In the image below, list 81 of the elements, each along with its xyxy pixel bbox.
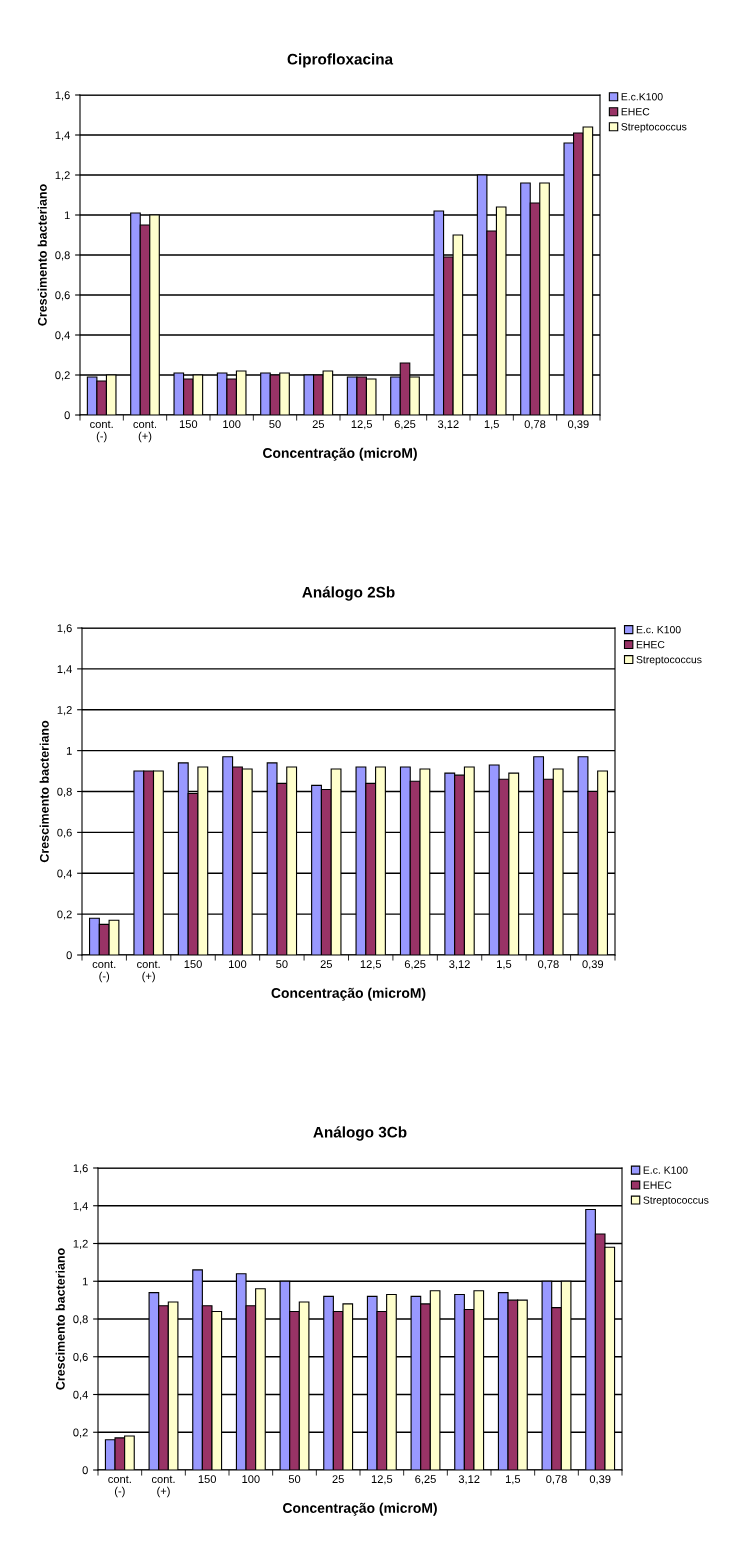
y-tick-label: 1: [82, 1277, 88, 1286]
x-tick-label: cont. (+): [137, 960, 160, 983]
x-tick-label: 100: [229, 960, 247, 969]
y-tick-label: 0,2: [73, 1428, 88, 1438]
y-tick-label: 1,6: [73, 1164, 88, 1174]
y-tick-label: 1,4: [55, 131, 70, 141]
y-tick-label: 0,2: [55, 371, 70, 381]
x-tick-label: 6,25: [415, 1475, 436, 1485]
y-tick-label: 0,6: [57, 828, 72, 838]
x-tick-label: 150: [184, 960, 202, 969]
y-tick-label: 0,8: [73, 1315, 88, 1325]
x-tick-label: 0,78: [538, 960, 559, 970]
x-axis-title: Concentração (microM): [263, 447, 417, 461]
x-tick-label: 0,39: [582, 960, 604, 970]
y-tick-label: 0: [82, 1466, 88, 1475]
x-tick-label: 0,78: [524, 420, 546, 430]
y-tick-label: 0,4: [57, 869, 72, 879]
chart-title: Ciprofloxacina: [287, 53, 394, 68]
y-tick-label: 0,4: [55, 331, 70, 341]
x-tick-label: 0,78: [546, 1475, 567, 1485]
x-tick-label: 0,39: [589, 1475, 611, 1485]
x-tick-label: 25: [332, 1475, 344, 1484]
y-tick-label: 0,8: [55, 251, 70, 261]
x-tick-label: cont. (-): [108, 1475, 131, 1498]
x-tick-label: 150: [198, 1475, 216, 1484]
x-tick-label: 50: [269, 420, 281, 429]
y-tick-label: 1,4: [57, 665, 72, 675]
y-axis-title: Crescimento bacteriano: [39, 720, 49, 863]
legend-label: Streptococcus: [636, 655, 702, 666]
legend-label: EHEC: [643, 1181, 672, 1189]
x-tick-label: 1,5: [505, 1475, 521, 1485]
legend-label: Streptococcus: [643, 1196, 709, 1206]
legend-label: Streptococcus: [621, 123, 687, 133]
legend-label: EHEC: [621, 108, 650, 116]
y-tick-label: 1,4: [73, 1202, 88, 1212]
x-tick-label: 25: [312, 420, 325, 429]
chart-title: Análogo 3Cb: [313, 1126, 407, 1141]
x-axis-title: Concentração (microM): [283, 1502, 437, 1516]
x-tick-label: 100: [242, 1475, 260, 1484]
x-tick-label: cont. (+): [133, 420, 157, 443]
x-tick-label: 3,12: [458, 1475, 480, 1485]
y-tick-label: 0: [66, 951, 72, 960]
y-tick-label: 0,8: [57, 787, 72, 797]
y-axis-title: Crescimento bacteriano: [37, 184, 47, 326]
y-tick-label: 0,4: [73, 1390, 88, 1400]
legend-label: E.c.K100: [621, 93, 663, 101]
x-tick-label: 50: [276, 960, 288, 969]
x-tick-label: 12,5: [351, 420, 373, 430]
y-tick-label: 1: [66, 747, 72, 755]
y-tick-label: 0,2: [57, 910, 72, 920]
x-tick-label: cont. (-): [92, 960, 116, 983]
y-tick-label: 1,2: [57, 706, 72, 716]
x-tick-label: cont. (-): [90, 420, 113, 443]
y-tick-label: 1,2: [55, 171, 70, 181]
x-tick-label: cont. (+): [151, 1475, 175, 1498]
chart-title: Análogo 2Sb: [302, 586, 395, 601]
x-tick-label: 100: [223, 420, 241, 429]
x-tick-label: 25: [320, 960, 333, 969]
y-tick-label: 1,6: [55, 91, 70, 101]
x-tick-label: 6,25: [404, 960, 426, 970]
y-axis-title: Crescimento bacteriano: [55, 1248, 65, 1390]
y-tick-label: 0: [64, 411, 70, 420]
x-tick-label: 12,5: [360, 960, 382, 970]
x-tick-label: 1,5: [484, 420, 499, 430]
y-tick-label: 0,6: [73, 1353, 88, 1363]
x-tick-label: 150: [179, 420, 198, 429]
y-tick-label: 0,6: [55, 291, 70, 301]
y-tick-label: 1,6: [57, 624, 72, 634]
x-axis-title: Concentração (microM): [271, 987, 426, 1001]
x-tick-label: 0,39: [567, 420, 589, 430]
x-tick-label: 1,5: [497, 960, 512, 970]
x-tick-label: 3,12: [449, 960, 470, 970]
legend-label: E.c. K100: [643, 1166, 688, 1174]
x-tick-label: 3,12: [437, 420, 459, 430]
x-tick-label: 12,5: [371, 1475, 393, 1485]
y-tick-label: 1: [64, 211, 70, 220]
y-tick-label: 1,2: [73, 1239, 88, 1249]
legend-label: E.c. K100: [636, 625, 681, 634]
x-tick-label: 50: [288, 1475, 301, 1484]
x-tick-label: 6,25: [394, 420, 416, 430]
legend-label: EHEC: [636, 640, 665, 649]
